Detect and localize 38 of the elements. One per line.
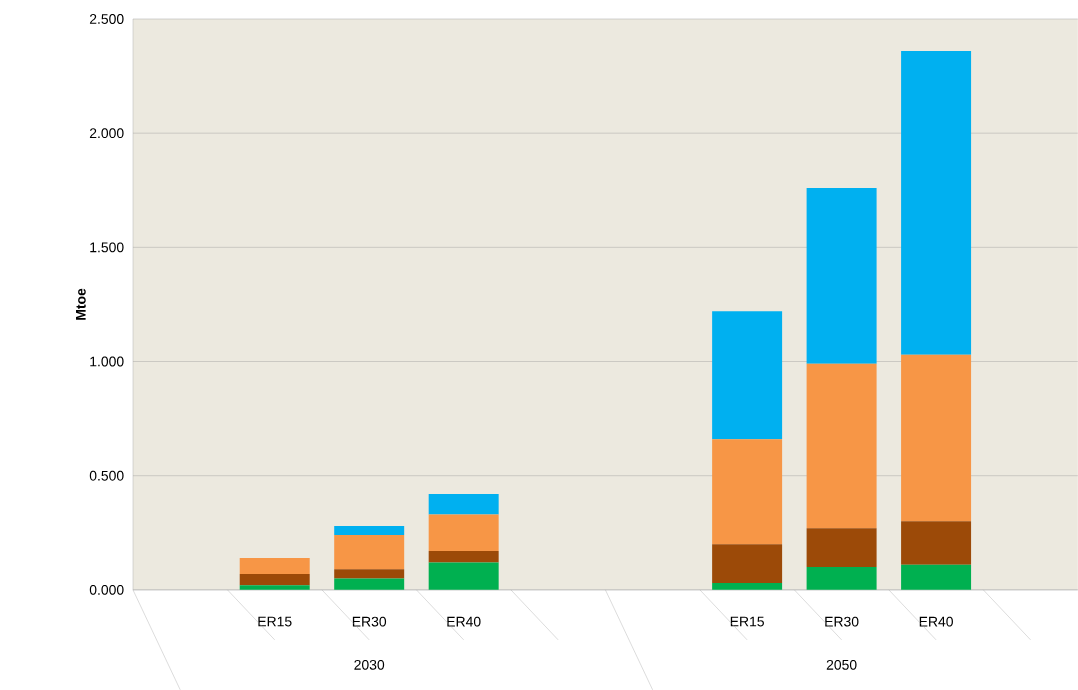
bar	[239, 573, 310, 586]
x-tick-label: ER15	[730, 616, 764, 627]
bar	[806, 567, 877, 590]
x-tick-label: ER15	[258, 616, 292, 627]
y-tick-label: 2.000	[89, 128, 124, 139]
bar	[901, 521, 972, 565]
y-tick-label: 0.000	[89, 584, 124, 595]
x-tick-label: ER40	[919, 616, 953, 627]
bar	[428, 493, 499, 515]
text: 2030	[354, 659, 385, 670]
bar	[806, 187, 877, 364]
x-tick-label: ER40	[447, 616, 481, 627]
bar	[806, 363, 877, 529]
bar	[334, 569, 405, 579]
y-tick-label: 1.000	[90, 356, 124, 367]
y-tick-label: 2.500	[89, 14, 124, 24]
bar	[806, 528, 877, 568]
bar	[334, 535, 405, 570]
bar	[712, 311, 783, 440]
bar	[334, 525, 405, 536]
text: 2050	[826, 659, 857, 670]
bar	[334, 578, 405, 590]
bar	[901, 564, 972, 590]
x-tick-label: ER30	[352, 616, 387, 627]
bar	[712, 583, 783, 590]
bar	[428, 514, 499, 552]
y-tick-label: 0.500	[89, 470, 124, 481]
bar	[901, 50, 972, 355]
bar	[712, 439, 783, 545]
bar	[239, 585, 310, 590]
bar	[901, 354, 972, 522]
x-tick-label: ER30	[825, 616, 859, 627]
bar	[428, 551, 499, 563]
bar	[428, 562, 499, 590]
y-axis-title: Mtoe	[76, 288, 86, 320]
bar	[239, 557, 310, 574]
y-tick-label: 1.500	[90, 242, 124, 253]
bar	[712, 544, 783, 583]
